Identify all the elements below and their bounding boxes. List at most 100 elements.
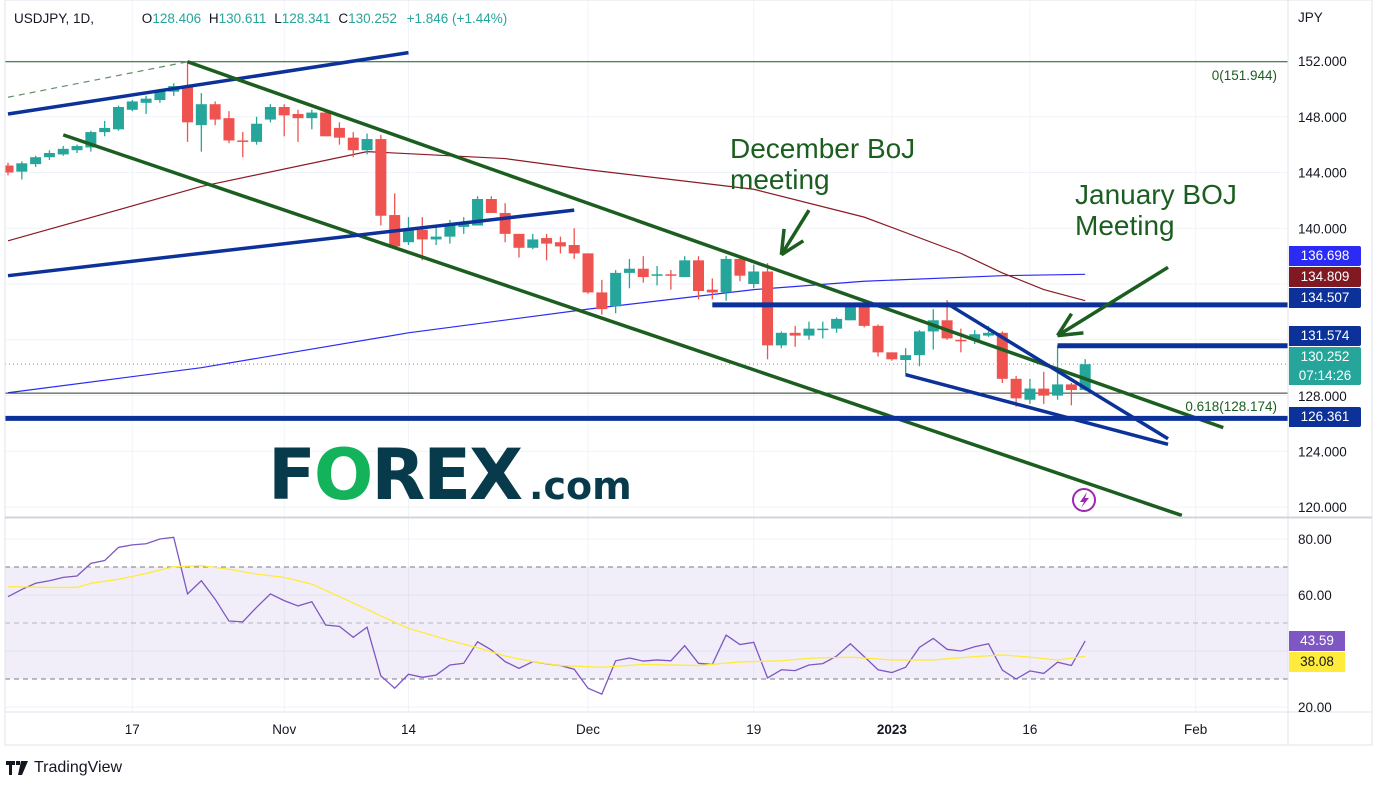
candle[interactable] bbox=[16, 161, 28, 180]
candle[interactable] bbox=[693, 256, 704, 300]
candle[interactable] bbox=[1024, 378, 1036, 404]
candle[interactable] bbox=[361, 133, 373, 155]
symbol-name[interactable]: USDJPY, 1D, bbox=[14, 11, 95, 26]
candle[interactable] bbox=[430, 226, 442, 246]
candle[interactable] bbox=[140, 95, 152, 114]
candle[interactable] bbox=[762, 263, 774, 360]
candle[interactable] bbox=[651, 265, 663, 286]
price-tick-label: 144.000 bbox=[1298, 166, 1347, 181]
candle[interactable] bbox=[513, 233, 525, 258]
tradingview-logo[interactable]: TradingView bbox=[6, 759, 122, 777]
close-value: 130.252 bbox=[348, 11, 397, 26]
candle-body bbox=[209, 104, 221, 120]
candle[interactable] bbox=[1065, 383, 1077, 406]
candle[interactable] bbox=[278, 104, 290, 137]
candle[interactable] bbox=[596, 279, 608, 315]
price-pane[interactable]: 0(151.944) 0.618(128.174) bbox=[3, 50, 1289, 517]
candle-body bbox=[320, 112, 332, 137]
candle[interactable] bbox=[209, 101, 221, 126]
candle[interactable] bbox=[182, 61, 194, 142]
candle[interactable] bbox=[955, 328, 967, 353]
candle[interactable] bbox=[679, 256, 691, 278]
candle[interactable] bbox=[126, 100, 138, 112]
candle[interactable] bbox=[347, 132, 359, 158]
january-boj-annotation[interactable]: January BOJ Meeting bbox=[1075, 179, 1237, 241]
candle[interactable] bbox=[623, 258, 635, 289]
candle[interactable] bbox=[1038, 371, 1050, 404]
candle[interactable] bbox=[251, 116, 263, 145]
trendline[interactable] bbox=[905, 372, 1169, 447]
rsi-pane[interactable] bbox=[7, 536, 1086, 695]
candle[interactable] bbox=[582, 253, 594, 294]
candle[interactable] bbox=[858, 303, 870, 328]
candle[interactable] bbox=[458, 217, 470, 234]
candle[interactable] bbox=[333, 122, 345, 145]
candle[interactable] bbox=[57, 146, 69, 156]
candle[interactable] bbox=[775, 331, 787, 349]
candle[interactable] bbox=[85, 130, 97, 152]
candle[interactable] bbox=[831, 317, 843, 333]
price-badge: 130.252 07:14:26 bbox=[1289, 347, 1361, 385]
candle[interactable] bbox=[927, 309, 939, 350]
candle[interactable] bbox=[499, 203, 511, 243]
candle[interactable] bbox=[637, 256, 649, 283]
candle[interactable] bbox=[872, 324, 884, 357]
arrow-annotation[interactable] bbox=[1056, 265, 1169, 338]
candle[interactable] bbox=[789, 325, 801, 347]
candle[interactable] bbox=[803, 321, 815, 340]
alert-lightning-icon[interactable] bbox=[1072, 488, 1096, 512]
candle[interactable] bbox=[112, 105, 124, 131]
candle[interactable] bbox=[1010, 376, 1022, 407]
candle[interactable] bbox=[3, 162, 14, 176]
candle[interactable] bbox=[665, 270, 677, 290]
candle[interactable] bbox=[706, 278, 718, 300]
candle[interactable] bbox=[720, 256, 732, 301]
candle-body bbox=[900, 355, 912, 361]
candle[interactable] bbox=[734, 257, 746, 282]
candle[interactable] bbox=[886, 352, 898, 361]
candle[interactable] bbox=[568, 228, 580, 259]
candle-body bbox=[472, 199, 484, 226]
change-value: +1.846 (+1.44%) bbox=[406, 11, 508, 26]
trendline[interactable] bbox=[7, 50, 409, 116]
trendline[interactable] bbox=[946, 302, 1169, 441]
candle[interactable] bbox=[292, 109, 304, 142]
forex-brand-suffix: .com bbox=[529, 464, 632, 508]
candle[interactable] bbox=[43, 150, 55, 160]
trendline[interactable] bbox=[7, 61, 188, 98]
candle-body bbox=[16, 163, 28, 172]
tradingview-wordmark: TradingView bbox=[34, 759, 123, 776]
candle[interactable] bbox=[223, 111, 235, 144]
candle[interactable] bbox=[264, 104, 276, 123]
candle[interactable] bbox=[237, 132, 249, 158]
chart-frame bbox=[4, 0, 1373, 746]
december-boj-annotation[interactable]: December BoJ meeting bbox=[730, 133, 916, 195]
candle[interactable] bbox=[900, 348, 912, 375]
candle[interactable] bbox=[99, 120, 111, 137]
candle[interactable] bbox=[320, 111, 332, 137]
grid bbox=[5, 0, 1288, 712]
candle[interactable] bbox=[554, 236, 566, 254]
candle[interactable] bbox=[610, 270, 622, 314]
candle[interactable] bbox=[375, 134, 387, 226]
candle[interactable] bbox=[416, 217, 428, 261]
arrow-annotation[interactable] bbox=[779, 209, 811, 257]
candle[interactable] bbox=[485, 196, 497, 213]
candle[interactable] bbox=[389, 193, 401, 250]
trendline[interactable] bbox=[62, 133, 1183, 517]
candle[interactable] bbox=[306, 109, 318, 130]
candle[interactable] bbox=[30, 155, 42, 167]
time-tick-label: Nov bbox=[272, 722, 296, 737]
candle[interactable] bbox=[817, 321, 829, 339]
candle[interactable] bbox=[71, 144, 83, 154]
candle[interactable] bbox=[195, 93, 207, 152]
candle[interactable] bbox=[913, 330, 925, 367]
candle[interactable] bbox=[748, 264, 760, 289]
candle[interactable] bbox=[996, 331, 1008, 384]
candle-body bbox=[1024, 388, 1036, 400]
candle[interactable] bbox=[527, 233, 539, 250]
trendline[interactable] bbox=[7, 208, 575, 278]
candle-body bbox=[513, 233, 525, 248]
candle[interactable] bbox=[541, 233, 553, 261]
